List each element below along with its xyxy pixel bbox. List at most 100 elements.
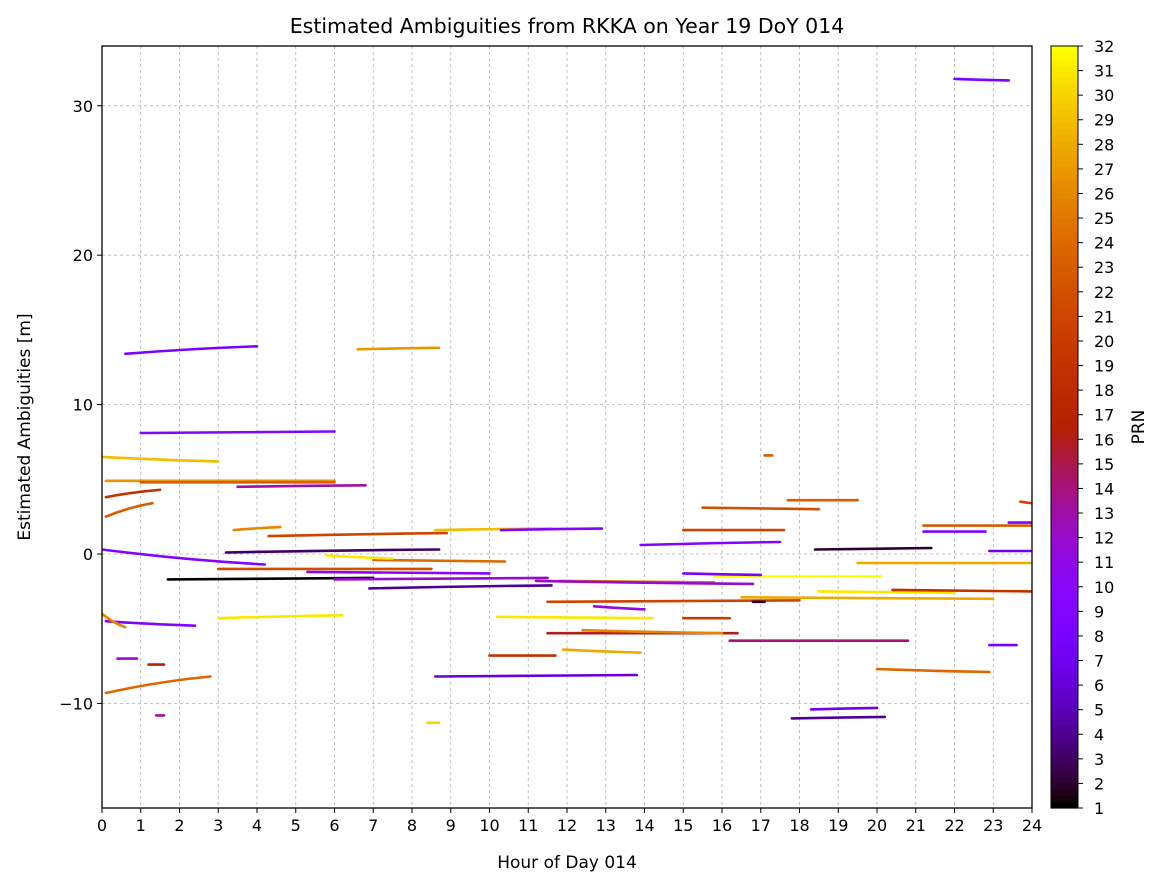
colorbar-gradient-step	[1051, 287, 1078, 295]
colorbar-gradient-step	[1051, 776, 1078, 784]
colorbar-tick-label: 14	[1094, 479, 1114, 498]
colorbar-gradient-step	[1051, 452, 1078, 460]
y-axis: −10 0 10 20 30	[59, 97, 102, 713]
colorbar-gradient-step	[1051, 668, 1078, 676]
colorbar-gradient-step	[1051, 642, 1078, 650]
colorbar-gradient-step	[1051, 401, 1078, 409]
colorbar-gradient-step	[1051, 160, 1078, 168]
colorbar-gradient-step	[1051, 84, 1078, 92]
colorbar-gradient-step	[1051, 490, 1078, 498]
colorbar-gradient-step	[1051, 484, 1078, 492]
y-tick-label: 10	[73, 396, 93, 415]
colorbar-gradient-step	[1051, 363, 1078, 371]
colorbar-tick-label: 2	[1094, 774, 1104, 793]
ambiguity-arc-prn-19	[891, 588, 1032, 593]
x-tick-label: 21	[906, 816, 926, 835]
colorbar-gradient-step	[1051, 528, 1078, 536]
ambiguity-arc-prn-23	[104, 501, 154, 518]
colorbar-gradient-step	[1051, 636, 1078, 644]
ambiguity-arc-prn-8	[953, 77, 1011, 82]
colorbar-gradient-step	[1051, 58, 1078, 66]
colorbar-gradient-step	[1051, 649, 1078, 657]
colorbar-gradient-step	[1051, 369, 1078, 377]
colorbar-gradient-step	[1051, 395, 1078, 403]
colorbar-tick-label: 16	[1094, 430, 1114, 449]
x-tick-label: 0	[97, 816, 107, 835]
x-tick-label: 15	[673, 816, 693, 835]
colorbar-tick-label: 10	[1094, 578, 1114, 597]
colorbar-gradient-step	[1051, 331, 1078, 339]
colorbar-gradient-step	[1051, 554, 1078, 561]
colorbar-gradient-step	[1051, 623, 1078, 631]
ambiguity-arc-prn-29	[102, 455, 220, 463]
ambiguity-arc-prn-24	[372, 558, 507, 563]
colorbar-tick-label: 3	[1094, 750, 1104, 769]
colorbar: 1234567891011121314151617181920212223242…	[1050, 37, 1114, 818]
colorbar-tick-label: 7	[1094, 652, 1104, 671]
colorbar-gradient-step	[1051, 109, 1078, 117]
ambiguity-arc-prn-10	[306, 570, 491, 575]
ambiguity-arc-prn-22	[701, 506, 821, 511]
colorbar-gradient-step	[1051, 407, 1078, 415]
colorbar-gradient-step	[1051, 300, 1078, 307]
colorbar-tick-label: 18	[1094, 381, 1114, 400]
colorbar-gradient-step	[1051, 769, 1078, 777]
x-tick-label: 8	[407, 816, 417, 835]
colorbar-tick-label: 1	[1094, 799, 1104, 818]
x-tick-label: 6	[329, 816, 339, 835]
colorbar-gradient-step	[1051, 515, 1078, 523]
colorbar-tick-label: 13	[1094, 504, 1114, 523]
ambiguity-arc-prn-9	[499, 527, 604, 532]
x-tick-label: 2	[174, 816, 184, 835]
colorbar-gradient-step	[1051, 338, 1078, 346]
colorbar-gradient-step	[1051, 433, 1078, 441]
colorbar-gradient-step	[1051, 280, 1078, 288]
colorbar-tick-label: 5	[1094, 701, 1104, 720]
colorbar-tick-label: 24	[1094, 234, 1114, 253]
colorbar-gradient-step	[1051, 211, 1078, 219]
colorbar-gradient-step	[1051, 547, 1078, 555]
colorbar-gradient-step	[1051, 103, 1078, 111]
colorbar-gradient-step	[1051, 128, 1078, 136]
colorbar-tick-label: 21	[1094, 307, 1114, 326]
colorbar-gradient-step	[1051, 52, 1078, 60]
x-tick-label: 12	[557, 816, 577, 835]
colorbar-tick-label: 15	[1094, 455, 1114, 474]
x-tick-label: 10	[479, 816, 499, 835]
colorbar-gradient-step	[1051, 179, 1078, 187]
colorbar-gradient-step	[1051, 420, 1078, 428]
ambiguity-arc-prn-31	[217, 614, 344, 620]
colorbar-gradient-step	[1051, 268, 1078, 276]
colorbar-tick-label: 22	[1094, 283, 1114, 302]
ambiguity-arc-prn-26	[581, 628, 724, 635]
ambiguity-arc-prn-12	[333, 576, 549, 581]
ambiguity-arc-prn-8	[124, 345, 259, 356]
x-tick-label: 13	[596, 816, 616, 835]
colorbar-tick-label: 27	[1094, 160, 1114, 179]
colorbar-tick-label: 9	[1094, 602, 1104, 621]
ambiguity-arc-prn-26	[232, 525, 282, 532]
colorbar-gradient-step	[1051, 458, 1078, 466]
colorbar-gradient-step	[1051, 795, 1078, 803]
x-axis: 0 1 2 3 4 5 6 7 8 9 10 11 12 13 14 15 16 17 18 19 20 21 22 23 24	[97, 808, 1042, 835]
colorbar-gradient-step	[1051, 427, 1078, 434]
chart-title: Estimated Ambiguities from RKKA on Year …	[290, 14, 845, 38]
ambiguity-arc-prn-26	[102, 612, 127, 629]
ambiguity-arc-prn-4	[368, 584, 553, 590]
ambiguity-arc-prn-24	[875, 667, 991, 674]
colorbar-gradient-step	[1051, 166, 1078, 174]
colorbar-gradient-step	[1051, 122, 1078, 130]
colorbar-gradient-step	[1051, 357, 1078, 365]
y-tick-label: 0	[83, 545, 93, 564]
colorbar-gradient-step	[1051, 477, 1078, 485]
ambiguity-arc-prn-28	[740, 596, 995, 601]
colorbar-gradient-step	[1051, 522, 1078, 530]
colorbar-gradient-step	[1051, 77, 1078, 85]
colorbar-gradient-step	[1051, 598, 1078, 606]
colorbar-gradient-step	[1051, 319, 1078, 326]
colorbar-gradient-step	[1051, 503, 1078, 511]
y-tick-label: −10	[59, 694, 93, 713]
colorbar-gradient-step	[1051, 223, 1078, 231]
colorbar-gradient-step	[1051, 611, 1078, 619]
colorbar-gradient-step	[1051, 630, 1078, 638]
